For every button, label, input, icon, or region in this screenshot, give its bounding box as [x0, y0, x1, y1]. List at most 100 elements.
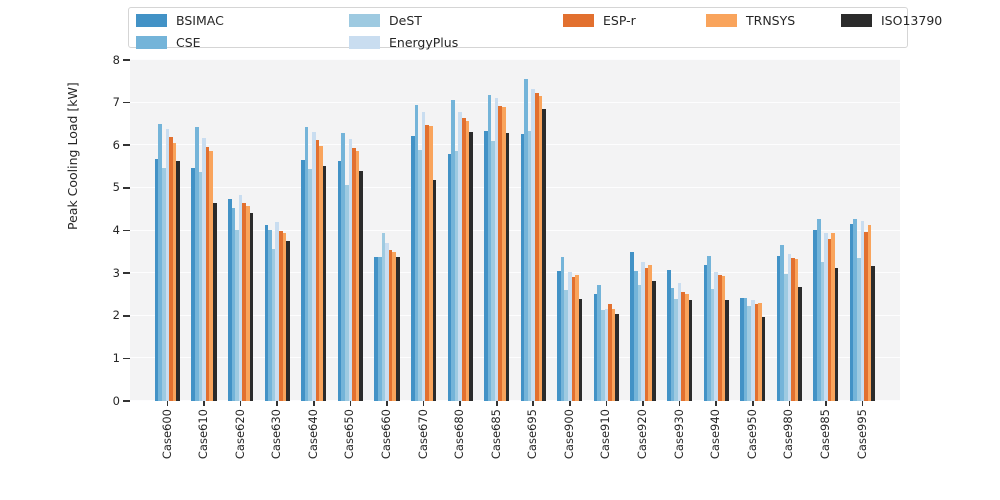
bar-ISO13790-Case640: [322, 165, 327, 401]
bar-EnergyPlus-Case995: [860, 220, 865, 401]
bar-EnergyPlus-Case940: [714, 271, 718, 401]
bar-ESP-r-Case620: [242, 203, 247, 401]
bar-ISO13790-Case930: [688, 299, 693, 401]
bar-group-Case950: [740, 297, 766, 401]
bar-CSE-Case685: [487, 95, 492, 401]
bar-EnergyPlus-Case660: [385, 243, 389, 401]
bar-BSIMAC-Case940: [703, 265, 708, 401]
bar-TRNSYS-Case685: [502, 107, 506, 401]
x-tick-mark: [166, 401, 169, 406]
bar-CSE-Case610: [195, 126, 199, 401]
legend-label: CSE: [176, 35, 201, 50]
bar-BSIMAC-Case680: [447, 154, 452, 401]
x-tick-mark: [532, 401, 535, 406]
bar-group-Case930: [667, 270, 693, 401]
bar-TRNSYS-Case600: [172, 142, 177, 401]
bar-DeST-Case610: [198, 171, 203, 401]
bar-ESP-r-Case950: [754, 304, 759, 401]
bar-ESP-r-Case920: [644, 268, 649, 401]
bar-DeST-Case660: [381, 233, 386, 401]
bar-EnergyPlus-Case930: [677, 282, 682, 401]
legend-item-EnergyPlus: EnergyPlus: [349, 33, 458, 52]
bar-DeST-Case930: [674, 299, 678, 401]
x-tick-mark: [605, 401, 608, 406]
x-tick-label-Case630: Case630: [269, 409, 284, 460]
bar-DeST-Case650: [344, 184, 349, 401]
y-tick-label: 6: [112, 137, 120, 152]
bar-group-Case695: [520, 79, 546, 401]
bar-ESP-r-Case695: [535, 92, 539, 401]
legend-swatch-icon: [563, 14, 594, 27]
bar-TRNSYS-Case650: [355, 151, 360, 401]
bar-ISO13790-Case630: [286, 240, 290, 401]
bar-BSIMAC-Case670: [410, 135, 415, 401]
bar-EnergyPlus-Case900: [568, 272, 572, 401]
bar-DeST-Case630: [271, 249, 276, 401]
legend-swatch-icon: [349, 14, 380, 27]
bar-BSIMAC-Case920: [630, 252, 635, 401]
bar-group-Case670: [410, 105, 437, 401]
bar-DeST-Case910: [601, 310, 605, 401]
bar-BSIMAC-Case950: [740, 297, 744, 401]
gridline: [130, 314, 900, 316]
bar-DeST-Case695: [527, 131, 532, 401]
bar-DeST-Case685: [491, 141, 495, 401]
bar-ESP-r-Case985: [827, 239, 832, 401]
bar-BSIMAC-Case980: [776, 256, 781, 401]
bar-BSIMAC-Case620: [228, 199, 232, 401]
y-tick-mark: [123, 357, 130, 360]
x-tick-mark: [276, 401, 279, 406]
bar-ESP-r-Case600: [169, 136, 173, 401]
bar-DeST-Case640: [308, 169, 312, 401]
x-tick-label-Case695: Case695: [525, 409, 540, 460]
bar-ISO13790-Case600: [176, 161, 181, 401]
y-tick-label: 5: [112, 180, 120, 195]
x-tick-mark: [715, 401, 717, 406]
bar-DeST-Case920: [637, 284, 642, 401]
x-tick-mark: [313, 401, 315, 406]
bar-TRNSYS-Case630: [282, 232, 287, 401]
bar-ESP-r-Case610: [205, 147, 210, 401]
gridline: [130, 59, 900, 60]
bar-EnergyPlus-Case610: [202, 138, 206, 401]
bar-CSE-Case950: [743, 298, 748, 401]
bar-BSIMAC-Case900: [557, 271, 561, 401]
bar-TRNSYS-Case980: [794, 259, 799, 401]
bar-ISO13790-Case910: [615, 313, 619, 401]
bar-DeST-Case680: [454, 150, 459, 401]
plot-area: [130, 59, 900, 401]
legend-column: BSIMAC CSE: [136, 8, 224, 52]
bar-TRNSYS-Case620: [246, 205, 250, 401]
bar-BSIMAC-Case995: [849, 224, 854, 401]
x-tick-mark: [239, 401, 242, 406]
x-tick-mark: [203, 401, 205, 406]
bar-ESP-r-Case995: [864, 231, 868, 401]
bar-ESP-r-Case660: [388, 249, 393, 401]
x-tick-label-Case985: Case985: [817, 409, 832, 460]
legend-swatch-icon: [349, 36, 380, 49]
bar-BSIMAC-Case910: [593, 294, 598, 401]
x-tick-label-Case600: Case600: [159, 409, 174, 460]
bar-CSE-Case995: [853, 219, 858, 401]
bar-TRNSYS-Case910: [611, 308, 616, 401]
bar-group-Case995: [849, 219, 876, 401]
bar-BSIMAC-Case650: [337, 161, 342, 401]
bar-CSE-Case600: [158, 123, 163, 401]
bar-TRNSYS-Case640: [319, 145, 323, 401]
y-tick-label: 3: [112, 265, 120, 280]
x-tick-mark: [349, 401, 352, 406]
y-tick-label: 4: [112, 223, 120, 237]
bar-BSIMAC-Case695: [520, 134, 525, 401]
bar-EnergyPlus-Case685: [494, 97, 499, 401]
bar-DeST-Case980: [783, 274, 788, 401]
bar-ISO13790-Case985: [834, 268, 839, 401]
x-tick-mark: [678, 401, 681, 406]
bar-CSE-Case620: [231, 208, 236, 401]
bar-group-Case630: [264, 221, 290, 401]
bar-CSE-Case985: [816, 219, 821, 401]
bar-BSIMAC-Case685: [484, 130, 488, 401]
bar-TRNSYS-Case930: [684, 294, 689, 401]
bar-DeST-Case995: [857, 257, 861, 401]
bar-group-Case920: [630, 252, 656, 401]
legend-label: TRNSYS: [746, 13, 796, 28]
